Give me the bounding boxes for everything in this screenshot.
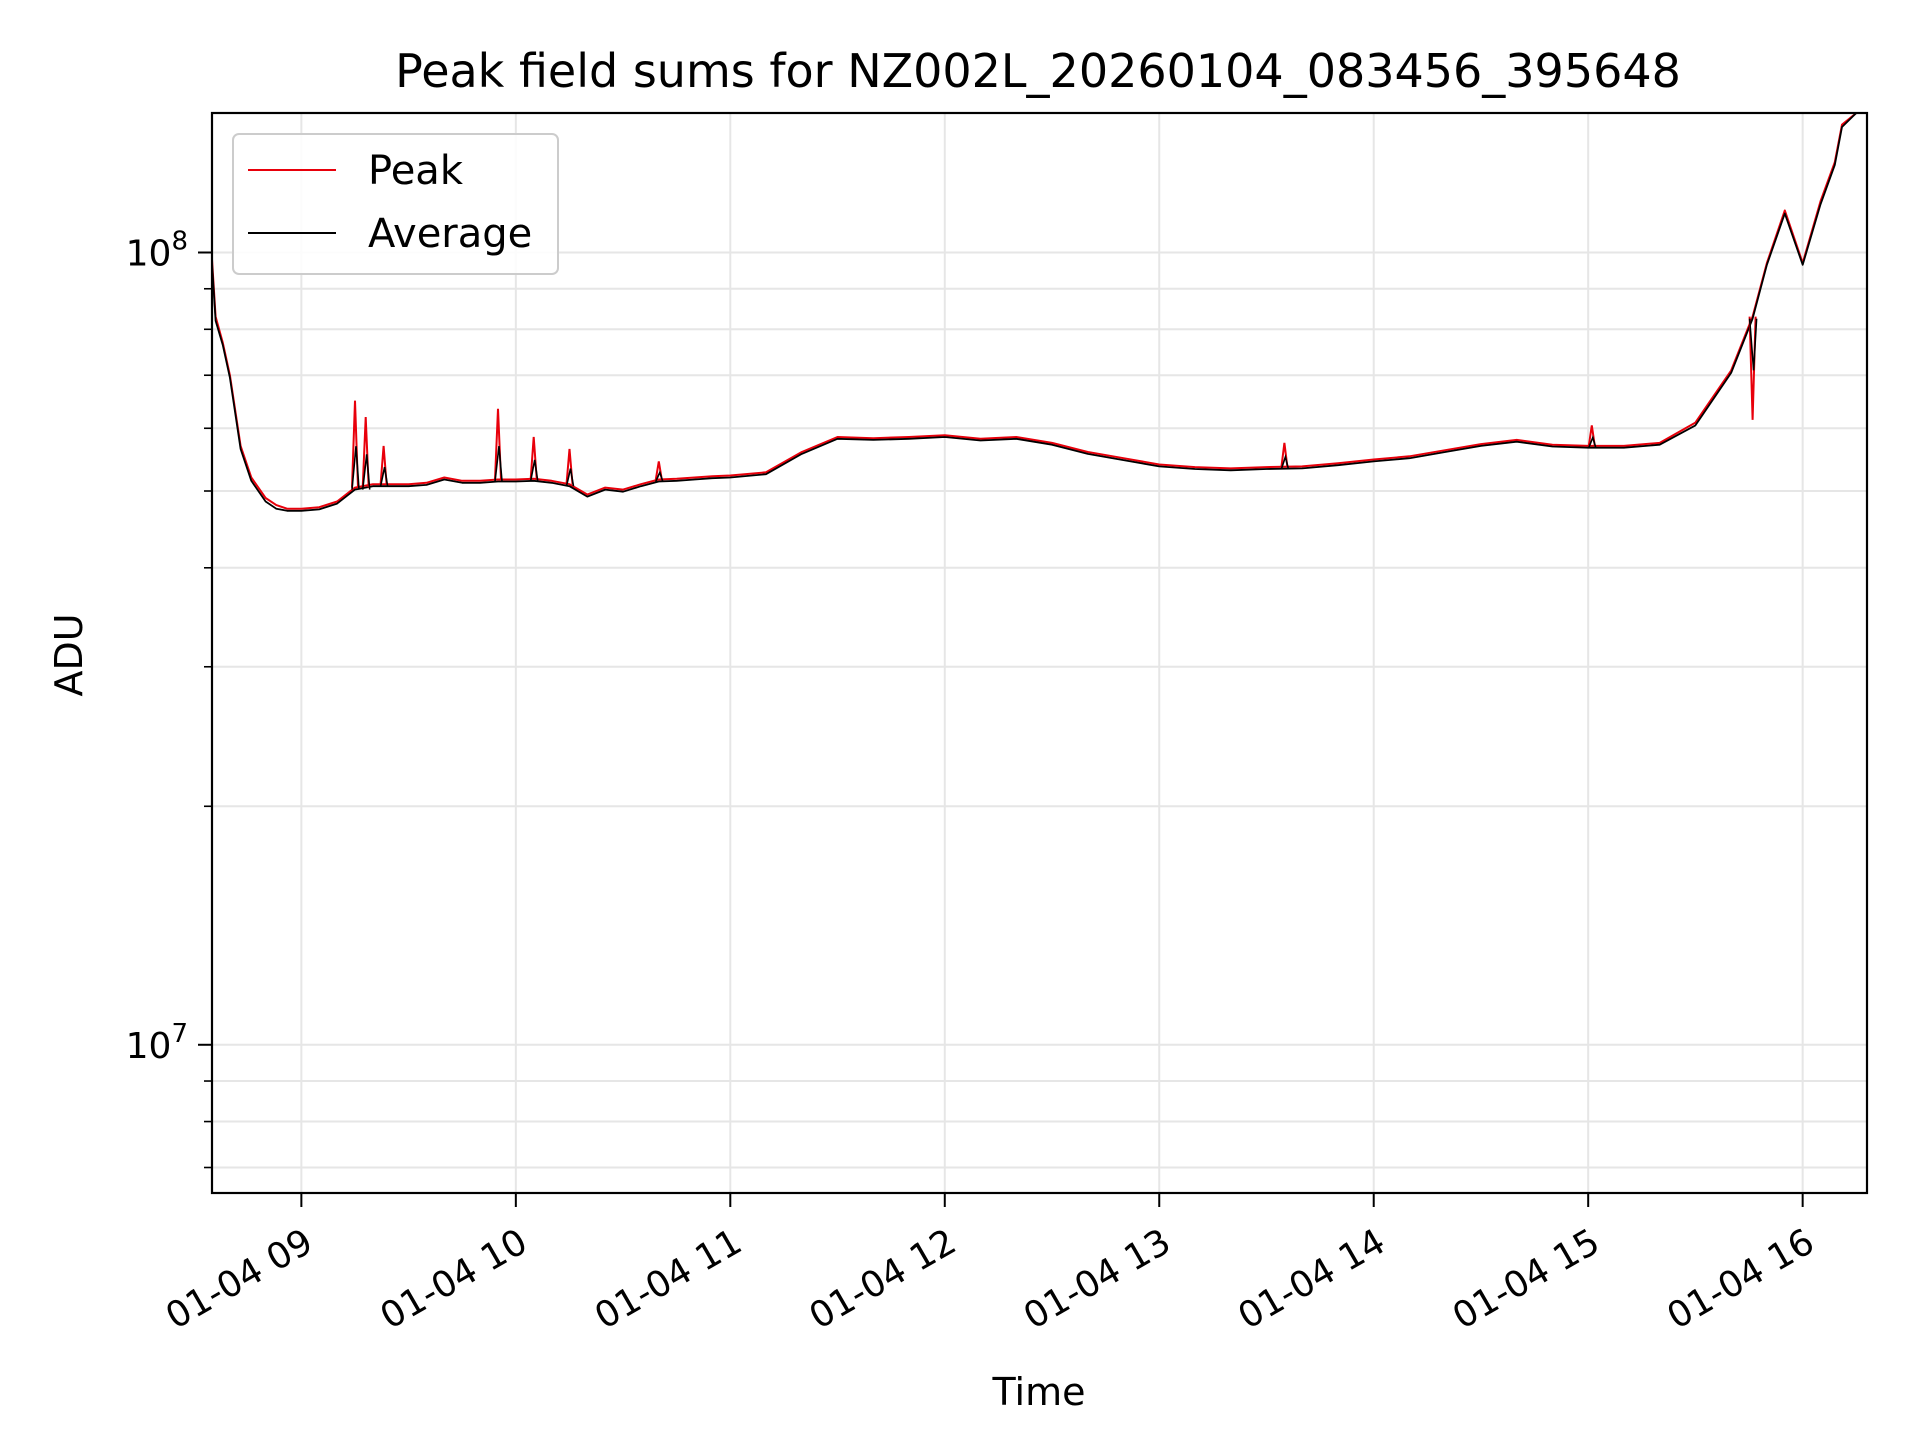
legend: Peak Average: [232, 133, 559, 275]
average-spike: [494, 446, 503, 482]
average-spike: [361, 454, 371, 490]
y-tick-label: 107: [126, 1019, 188, 1067]
y-axis-ticks: 107 108: [126, 227, 212, 1169]
x-tick-label: 01-04 11: [588, 1221, 749, 1337]
x-tick-label: 01-04 15: [1446, 1221, 1607, 1337]
average-spike: [351, 446, 360, 490]
x-tick-label: 01-04 10: [374, 1221, 535, 1337]
average-spike: [655, 470, 664, 482]
legend-label-average: Average: [368, 211, 532, 257]
y-axis-label: ADU: [47, 613, 91, 696]
plot-area: [211, 112, 1867, 1183]
average-spike: [565, 468, 575, 487]
x-axis-ticks: 01-04 09 01-04 10 01-04 11 01-04 12 01-04 13…: [159, 1193, 1821, 1338]
series-line-average: [211, 112, 1867, 1183]
x-tick-label: 01-04 09: [159, 1221, 320, 1337]
x-axis-label: Time: [992, 1370, 1086, 1414]
average-spike: [379, 466, 389, 487]
legend-label-peak: Peak: [368, 148, 464, 194]
grid: [212, 113, 1867, 1193]
series-line-peak: [211, 112, 1867, 1183]
average-spike: [529, 459, 539, 481]
x-tick-label: 01-04 14: [1232, 1221, 1393, 1337]
average-spike: [1280, 454, 1290, 470]
x-tick-label: 01-04 16: [1660, 1221, 1821, 1337]
x-tick-label: 01-04 13: [1017, 1221, 1178, 1337]
chart-title: Peak field sums for NZ002L_20260104_0834…: [395, 44, 1681, 98]
average-spike: [1748, 318, 1758, 371]
y-tick-label: 108: [126, 227, 188, 275]
x-tick-label: 01-04 12: [803, 1221, 964, 1337]
average-spike: [1588, 435, 1597, 448]
axes-frame: [210, 111, 1869, 1195]
